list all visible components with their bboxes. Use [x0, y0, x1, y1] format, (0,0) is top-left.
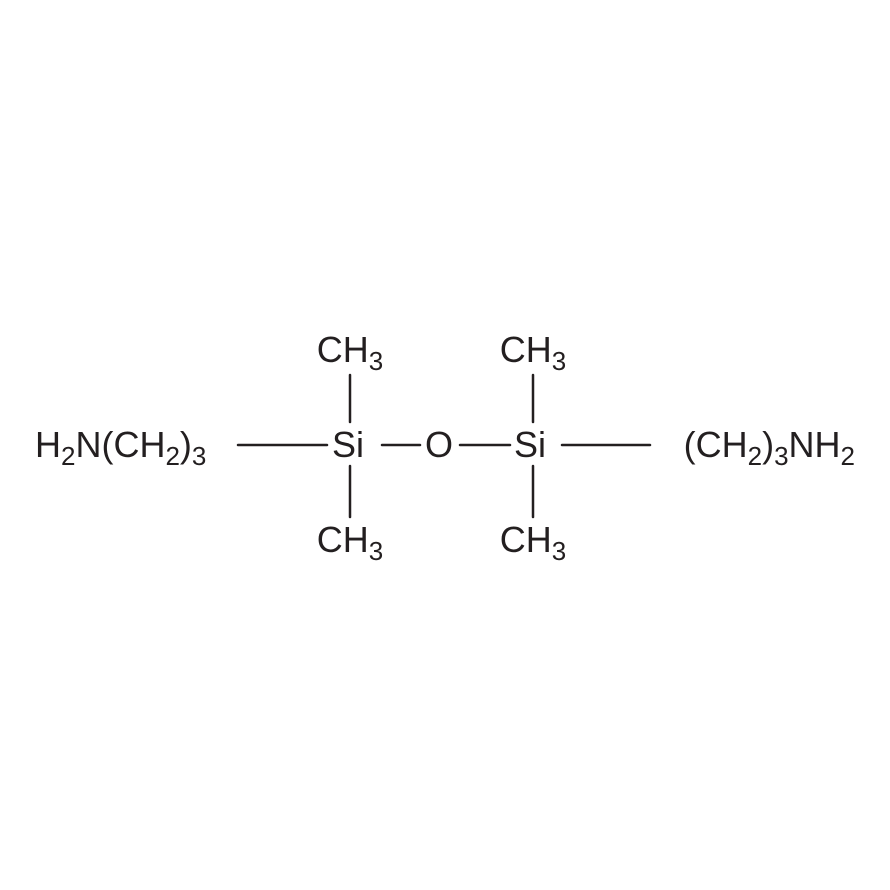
- svg-text:H2N(CH2)3: H2N(CH2)3: [35, 424, 206, 471]
- svg-text:CH3: CH3: [500, 519, 566, 566]
- svg-text:CH3: CH3: [317, 519, 383, 566]
- svg-text:Si: Si: [514, 424, 546, 465]
- svg-text:(CH2)3NH2: (CH2)3NH2: [684, 424, 855, 471]
- svg-text:O: O: [425, 424, 453, 465]
- svg-text:Si: Si: [332, 424, 364, 465]
- svg-text:CH3: CH3: [317, 329, 383, 376]
- svg-text:CH3: CH3: [500, 329, 566, 376]
- chemical-structure-svg: H2N(CH2)3 Si CH3 CH3 O Si CH3 CH3 (CH2)3NH2: [0, 0, 890, 890]
